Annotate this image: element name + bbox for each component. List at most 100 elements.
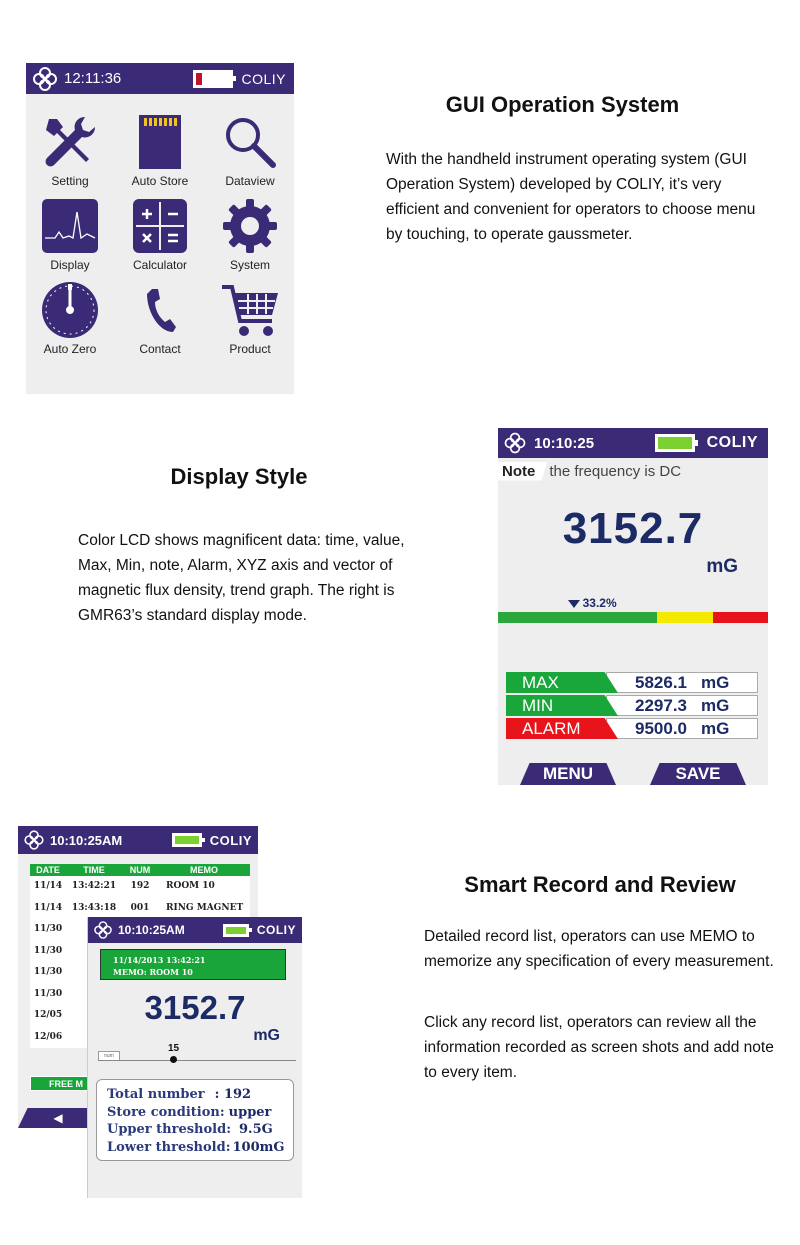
cart-icon <box>206 281 294 339</box>
col-time: TIME <box>83 865 105 875</box>
brand-name: COLIY <box>209 832 252 848</box>
back-button[interactable]: ◀ <box>18 1108 98 1128</box>
note-row[interactable]: Note the frequency is DC <box>498 459 768 483</box>
table-cell: 13:43:18 <box>71 902 117 913</box>
clock: 10:10:25AM <box>118 923 185 937</box>
table-cell: 11/14 <box>33 881 63 891</box>
section-text-record-2: Click any record list, operators can rev… <box>424 1014 774 1081</box>
recorded-unit: mG <box>253 1027 280 1044</box>
status-bar: 10:10:25AM COLIY <box>88 917 302 943</box>
range-gauge <box>498 612 768 623</box>
coliy-logo-icon <box>502 432 528 454</box>
percent-marker: 33.2% <box>567 596 617 610</box>
info-total-number: Total number : 192 <box>107 1086 293 1104</box>
stat-row-max[interactable]: MAX 5826.1 mG <box>506 672 758 693</box>
table-cell: 11/30 <box>33 945 63 956</box>
clock: 12:11:36 <box>64 70 122 87</box>
stat-value: 2297.3 <box>635 696 687 715</box>
memo-box[interactable]: 11/14/2013 13:42:21 MEMO: ROOM 10 <box>100 949 286 980</box>
battery-icon <box>171 833 205 847</box>
stat-value-box: 2297.3 mG <box>606 695 758 716</box>
stat-name: ALARM <box>506 718 618 739</box>
menu-item-product[interactable]: Product <box>206 281 294 356</box>
record-detail-screen: 10:10:25AM COLIY 11/14/2013 13:42:21 MEM… <box>88 917 302 1198</box>
trend-marker-dot[interactable] <box>170 1056 177 1063</box>
clock: 10:10:25 <box>534 434 595 452</box>
menu-label: System <box>229 258 270 272</box>
info-value: upper <box>228 1104 272 1120</box>
section-text-display: Color LCD shows magnificent data: time, … <box>78 532 405 624</box>
section-title-display: Display Style <box>170 464 308 489</box>
stat-value-box: 5826.1 mG <box>606 672 758 693</box>
menu-item-dataview[interactable]: Dataview <box>206 113 294 188</box>
recorded-value: 3152.7 <box>144 989 246 1026</box>
menu-label: Display <box>50 258 90 272</box>
section-text-gui: With the handheld instrument operating s… <box>386 151 756 243</box>
col-memo: MEMO <box>190 865 218 875</box>
trend-tab[interactable]: num <box>98 1051 120 1060</box>
stat-name: MAX <box>506 672 618 693</box>
table-cell: 12/05 <box>33 1010 63 1020</box>
table-cell: 13:42:21 <box>71 881 117 891</box>
table-cell: RING MAGNET <box>166 902 244 913</box>
brand-name: COLIY <box>706 434 758 451</box>
save-button[interactable]: SAVE <box>650 763 746 785</box>
section-text-record-1: Detailed record list, operators can use … <box>424 928 774 970</box>
stat-row-alarm[interactable]: ALARM 9500.0 mG <box>506 718 758 739</box>
menu-item-system[interactable]: System <box>206 197 294 272</box>
menu-item-auto-zero[interactable]: Auto Zero <box>26 281 114 356</box>
battery-icon <box>654 434 698 452</box>
info-store-condition: Store condition: upper <box>107 1104 293 1122</box>
menu-item-setting[interactable]: Setting <box>26 113 114 188</box>
menu-label: Calculator <box>132 258 188 272</box>
trend-marker-label: 15 <box>168 1043 180 1054</box>
table-body: 11/14 13:42:21 192 ROOM 10 11/14 13:43:18 001 R… <box>30 876 250 1048</box>
down-triangle-icon <box>567 599 580 608</box>
menu-screen: 12:11:36 COLIY Setting Auto Store <box>26 63 294 394</box>
clock: 10:10:25AM <box>50 832 123 848</box>
menu-label: Product <box>229 342 271 356</box>
measurement-unit: mG <box>706 556 738 577</box>
table-cell: 11/14 <box>33 902 63 913</box>
menu-label: Dataview <box>225 174 275 188</box>
menu-item-calculator[interactable]: Calculator <box>116 197 204 272</box>
measurement-value: 3152.7 <box>562 504 704 553</box>
info-lower-threshold: Lower threshold: 100mG <box>107 1139 293 1157</box>
info-value: : 192 <box>214 1087 252 1102</box>
table-cell: ROOM 10 <box>166 881 215 891</box>
stat-value: 9500.0 <box>635 719 687 738</box>
table-cell: 11/30 <box>33 988 63 999</box>
table-row[interactable]: 11/14 13:43:18 001 RING MAGNET <box>30 898 250 920</box>
col-date: DATE <box>36 865 60 875</box>
stat-row-min[interactable]: MIN 2297.3 mG <box>506 695 758 716</box>
info-key: Total number <box>107 1087 205 1102</box>
menu-item-auto-store[interactable]: Auto Store <box>116 113 204 188</box>
table-cell: 11/30 <box>33 924 63 934</box>
info-value: 100mG <box>232 1139 285 1155</box>
table-cell: 001 <box>130 902 150 913</box>
section-title-gui: GUI Operation System <box>445 92 680 117</box>
info-value: 9.5G <box>239 1122 273 1137</box>
brand-name: COLIY <box>241 70 286 87</box>
stat-value-box: 9500.0 mG <box>606 718 758 739</box>
gauge-red <box>712 612 768 623</box>
brand-name: COLIY <box>256 923 296 937</box>
section-title-record: Smart Record and Review <box>464 872 736 897</box>
trend-axis <box>98 1060 296 1061</box>
percent-label: 33.2% <box>582 596 617 610</box>
table-cell: 12/06 <box>33 1031 63 1042</box>
calculator-icon <box>116 197 204 255</box>
record-info-box: Total number: 192 Store condition: upper … <box>96 1079 294 1161</box>
stat-name: MIN <box>506 695 618 716</box>
menu-label: Auto Zero <box>43 342 97 356</box>
menu-label: Setting <box>51 174 89 188</box>
phone-icon <box>116 281 204 339</box>
menu-button[interactable]: MENU <box>520 763 616 785</box>
wrench-screwdriver-icon <box>26 113 114 171</box>
dial-icon <box>26 281 114 339</box>
battery-icon <box>193 69 237 88</box>
menu-item-display[interactable]: Display <box>26 197 114 272</box>
note-text: the frequency is DC <box>549 462 682 480</box>
menu-item-contact[interactable]: Contact <box>116 281 204 356</box>
table-row[interactable]: 11/14 13:42:21 192 ROOM 10 <box>30 876 250 898</box>
